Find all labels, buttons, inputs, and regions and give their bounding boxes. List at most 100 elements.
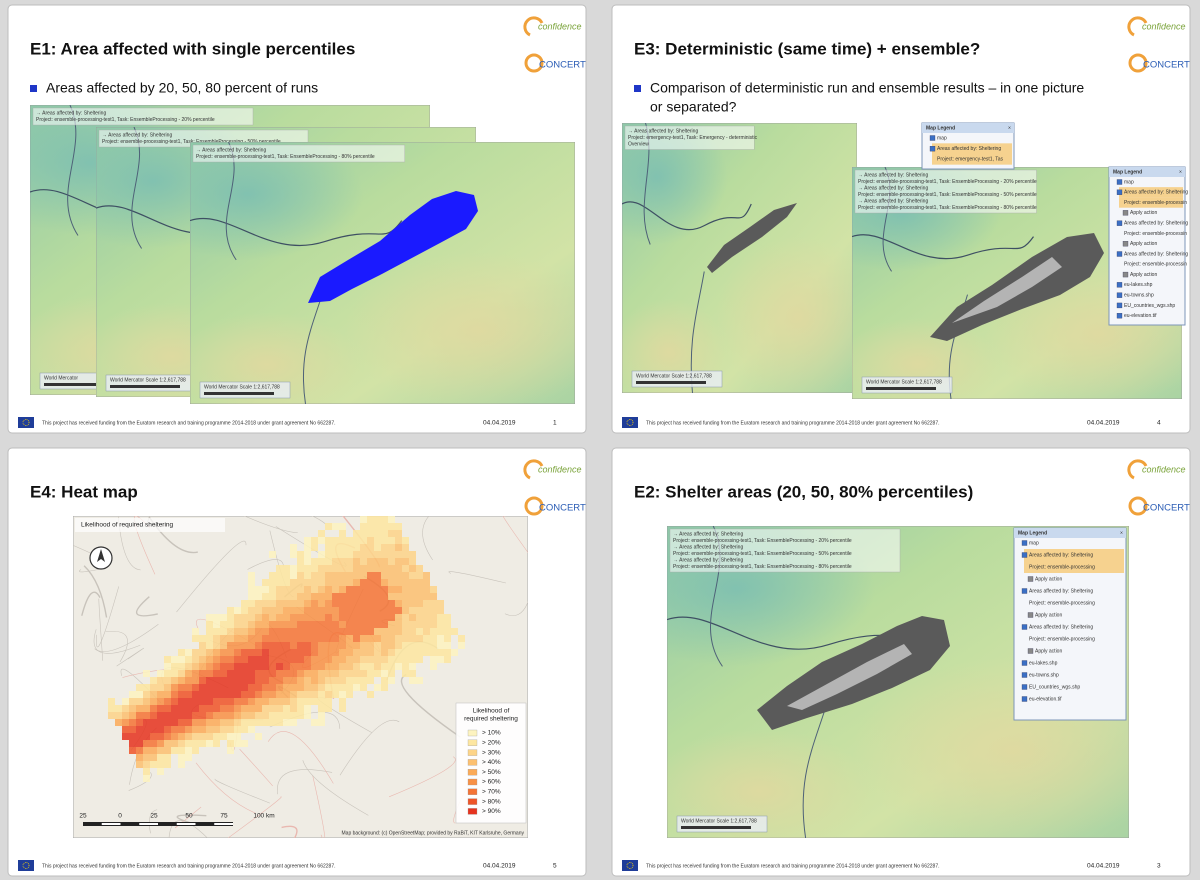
heat-cell: [262, 712, 269, 719]
heat-cell: [143, 684, 150, 691]
legend-item: eu-lakes.shp: [1029, 660, 1058, 666]
heat-cell: [332, 600, 339, 607]
heat-cell: [171, 712, 178, 719]
heat-cell: [185, 740, 192, 747]
heat-cell: [297, 572, 304, 579]
info-box: [624, 125, 755, 150]
eu-stars: [626, 419, 634, 426]
heat-cell: [143, 775, 150, 782]
heat-cell: [402, 600, 409, 607]
heat-cell: [297, 593, 304, 600]
heat-cell: [220, 712, 227, 719]
heat-cell: [248, 572, 255, 579]
heat-cell: [150, 740, 157, 747]
logo-arc: [1127, 459, 1148, 480]
heat-cell: [290, 544, 297, 551]
heat-cell: [213, 684, 220, 691]
heat-cell: [325, 572, 332, 579]
heat-cell: [311, 572, 318, 579]
road: [243, 516, 298, 534]
heat-cell: [290, 719, 297, 726]
logo-circle: [524, 53, 544, 73]
heat-cell: [206, 719, 213, 726]
legend-check: [1021, 672, 1028, 678]
heat-cell: [332, 684, 339, 691]
heat-cell: [108, 705, 115, 712]
heat-cell: [346, 656, 353, 663]
heat-cell: [234, 677, 241, 684]
heat-cell: [276, 635, 283, 642]
heat-cell: [444, 614, 451, 621]
heat-cell: [311, 537, 318, 544]
heat-cell: [318, 642, 325, 649]
info-box: [32, 107, 254, 126]
heat-cell: [199, 663, 206, 670]
heat-cell: [276, 621, 283, 628]
logo-top: confidence: [538, 464, 582, 474]
heat-cell: [346, 565, 353, 572]
heat-cell: [339, 579, 346, 586]
info-line: → Areas affected by: Sheltering: [102, 132, 172, 138]
heat-cell: [318, 635, 325, 642]
heat-cell: [290, 621, 297, 628]
heat-cell: [409, 558, 416, 565]
heat-cell: [325, 607, 332, 614]
heat-cell: [416, 642, 423, 649]
heat-cell: [402, 537, 409, 544]
heat-cell: [241, 628, 248, 635]
heat-cell: [234, 712, 241, 719]
slide: E1: Area affected with single percentile…: [7, 4, 587, 434]
heat-cell: [304, 614, 311, 621]
heat-cell: [409, 670, 416, 677]
legend-check: [1116, 189, 1123, 195]
heat-cell: [290, 614, 297, 621]
heat-cell: [234, 705, 241, 712]
heat-cell: [220, 656, 227, 663]
heat-cell: [290, 698, 297, 705]
hills: [667, 728, 875, 838]
heat-cell: [388, 586, 395, 593]
heat-cell: [318, 607, 325, 614]
info-line: → Areas affected by: Sheltering: [673, 544, 743, 550]
heat-cell: [227, 684, 234, 691]
heat-cell: [318, 684, 325, 691]
road: [277, 769, 333, 795]
heat-cell: [248, 607, 255, 614]
border: [622, 201, 752, 231]
heat-cell: [290, 691, 297, 698]
heat-cell: [150, 677, 157, 684]
legend-swatch: [467, 739, 478, 746]
heat-cell: [178, 684, 185, 691]
heat-cell: [171, 677, 178, 684]
heat-cell: [262, 635, 269, 642]
road: [176, 540, 247, 613]
heat-cell: [353, 670, 360, 677]
heat-cell: [241, 712, 248, 719]
heat-cell: [416, 607, 423, 614]
heat-cell: [241, 684, 248, 691]
heat-cell: [374, 663, 381, 670]
heat-cell: [374, 607, 381, 614]
heat-cell: [164, 705, 171, 712]
heat-cell: [360, 593, 367, 600]
heat-cell: [234, 740, 241, 747]
heat-cell: [332, 586, 339, 593]
logo-circle: [1128, 53, 1148, 73]
heat-cell: [297, 635, 304, 642]
scale-label: 50: [185, 813, 193, 820]
heat-cell: [213, 733, 220, 740]
legend-label: > 70%: [482, 789, 501, 796]
heat-cell: [269, 677, 276, 684]
heat-cell: [346, 593, 353, 600]
heat-cell: [143, 670, 150, 677]
heat-cell: [255, 593, 262, 600]
heat-cell: [213, 705, 220, 712]
heat-cell: [248, 691, 255, 698]
heat-cell: [276, 628, 283, 635]
heat-cell: [437, 621, 444, 628]
heat-cell: [227, 705, 234, 712]
heat-cell: [150, 754, 157, 761]
heat-cell: [423, 614, 430, 621]
road: [195, 762, 256, 814]
